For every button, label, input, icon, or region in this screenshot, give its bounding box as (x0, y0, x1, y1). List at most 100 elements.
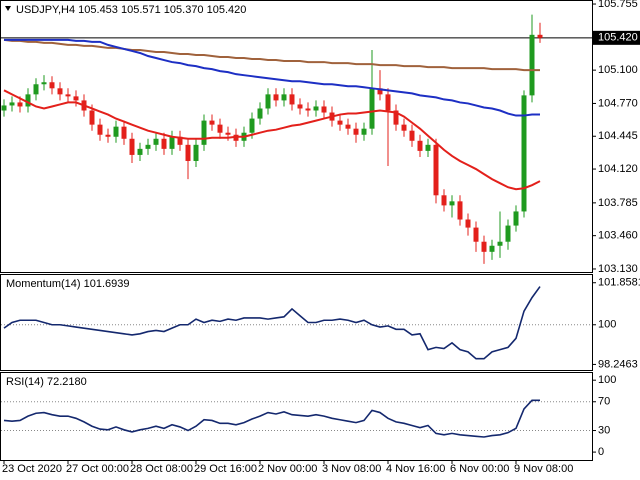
y-tick-label: 104.445 (598, 130, 638, 142)
candle-body (9, 102, 15, 106)
candle-body (449, 201, 455, 206)
candle-body (385, 94, 391, 111)
candle-body (65, 94, 71, 97)
candle-body (425, 144, 431, 151)
y-tick-label: 0 (598, 446, 604, 458)
y-tick-label: 100 (598, 374, 616, 386)
x-tick-label: 28 Oct 08:00 (130, 463, 193, 475)
candle-body (537, 34, 543, 38)
candle-body (505, 225, 511, 242)
candle-body (473, 227, 479, 242)
y-tick-label: 30 (598, 424, 610, 436)
candle-body (73, 96, 79, 101)
price-label: 105.420 (598, 32, 638, 44)
candle-body (281, 94, 287, 101)
candle-body (321, 106, 327, 113)
candle-body (121, 126, 127, 139)
candle-body (161, 138, 167, 149)
moving-average (4, 38, 540, 117)
candle-body (233, 134, 239, 141)
candle-body (225, 132, 231, 135)
candle-body (489, 245, 495, 252)
candle-body (169, 136, 175, 149)
x-tick-label: 27 Oct 00:00 (66, 463, 129, 475)
candle-body (377, 88, 383, 95)
x-tick-label: 29 Oct 16:00 (194, 463, 257, 475)
candle-body (401, 124, 407, 131)
candle-body (497, 241, 503, 246)
candle-body (105, 134, 111, 137)
candle-body (441, 195, 447, 206)
candle-body (465, 219, 471, 228)
candle-body (289, 94, 295, 105)
candle-body (217, 124, 223, 133)
candle-body (145, 144, 151, 149)
candle-body (393, 110, 399, 125)
price-label-box (592, 30, 640, 45)
candle-body (25, 94, 31, 107)
candle-body (513, 211, 519, 226)
candle-body (529, 34, 535, 96)
candle-body (113, 126, 119, 137)
x-tick-label: 23 Oct 2020 (2, 463, 62, 475)
y-tick-label: 105.755 (598, 0, 638, 10)
chart-title: USDJPY,H4 105.453 105.571 105.370 105.42… (16, 4, 246, 16)
candle-body (89, 110, 95, 125)
candle-body (457, 201, 463, 220)
candle-body (305, 108, 311, 111)
momentum-panel (0, 274, 593, 371)
candle-body (265, 94, 271, 109)
moving-average (3, 89, 541, 191)
candle-body (273, 94, 279, 101)
candle-body (17, 102, 23, 107)
rsi-title: RSI(14) 72.2180 (6, 376, 87, 388)
candle-body (337, 120, 343, 125)
candle-body (481, 241, 487, 252)
candle-body (433, 144, 439, 196)
candle-body (201, 120, 207, 145)
y-tick-label: 98.2463 (598, 358, 638, 370)
x-tick-label: 4 Nov 16:00 (386, 463, 445, 475)
x-tick-label: 3 Nov 08:00 (322, 463, 381, 475)
indicator-line (3, 286, 541, 360)
candle-body (33, 84, 39, 95)
y-tick-label: 103.460 (598, 230, 638, 242)
y-tick-label: 100 (598, 319, 616, 331)
candle-body (257, 108, 263, 119)
candle-body (297, 104, 303, 109)
candle-body (193, 144, 199, 161)
candle-body (185, 144, 191, 161)
candle-body (249, 118, 255, 133)
momentum-title: Momentum(14) 101.6939 (6, 278, 130, 290)
candle-body (49, 82, 55, 89)
candle-body (41, 82, 47, 85)
candle-body (361, 128, 367, 135)
x-tick-label: 6 Nov 00:00 (450, 463, 509, 475)
candle-body (129, 138, 135, 155)
candle-body (409, 130, 415, 141)
x-tick-label: 9 Nov 08:00 (514, 463, 573, 475)
y-tick-label: 103.785 (598, 197, 638, 209)
candle-body (57, 88, 63, 95)
x-tick-label: 2 Nov 00:00 (258, 463, 317, 475)
symbol-icon (5, 6, 11, 11)
rsi-panel (0, 372, 593, 461)
candle-body (417, 140, 423, 151)
candle-body (521, 95, 527, 212)
candle-body (137, 148, 143, 155)
candle-body (353, 128, 359, 135)
candle-body (313, 106, 319, 111)
candle-body (97, 124, 103, 135)
candle-body (1, 105, 7, 111)
candle-body (369, 88, 375, 129)
moving-average (3, 38, 540, 72)
y-tick-label: 101.8581 (598, 277, 640, 289)
y-tick-label: 103.130 (598, 263, 638, 275)
y-tick-label: 104.120 (598, 163, 638, 175)
indicator-line (3, 399, 540, 438)
candle-body (209, 120, 215, 125)
candle-body (345, 124, 351, 129)
